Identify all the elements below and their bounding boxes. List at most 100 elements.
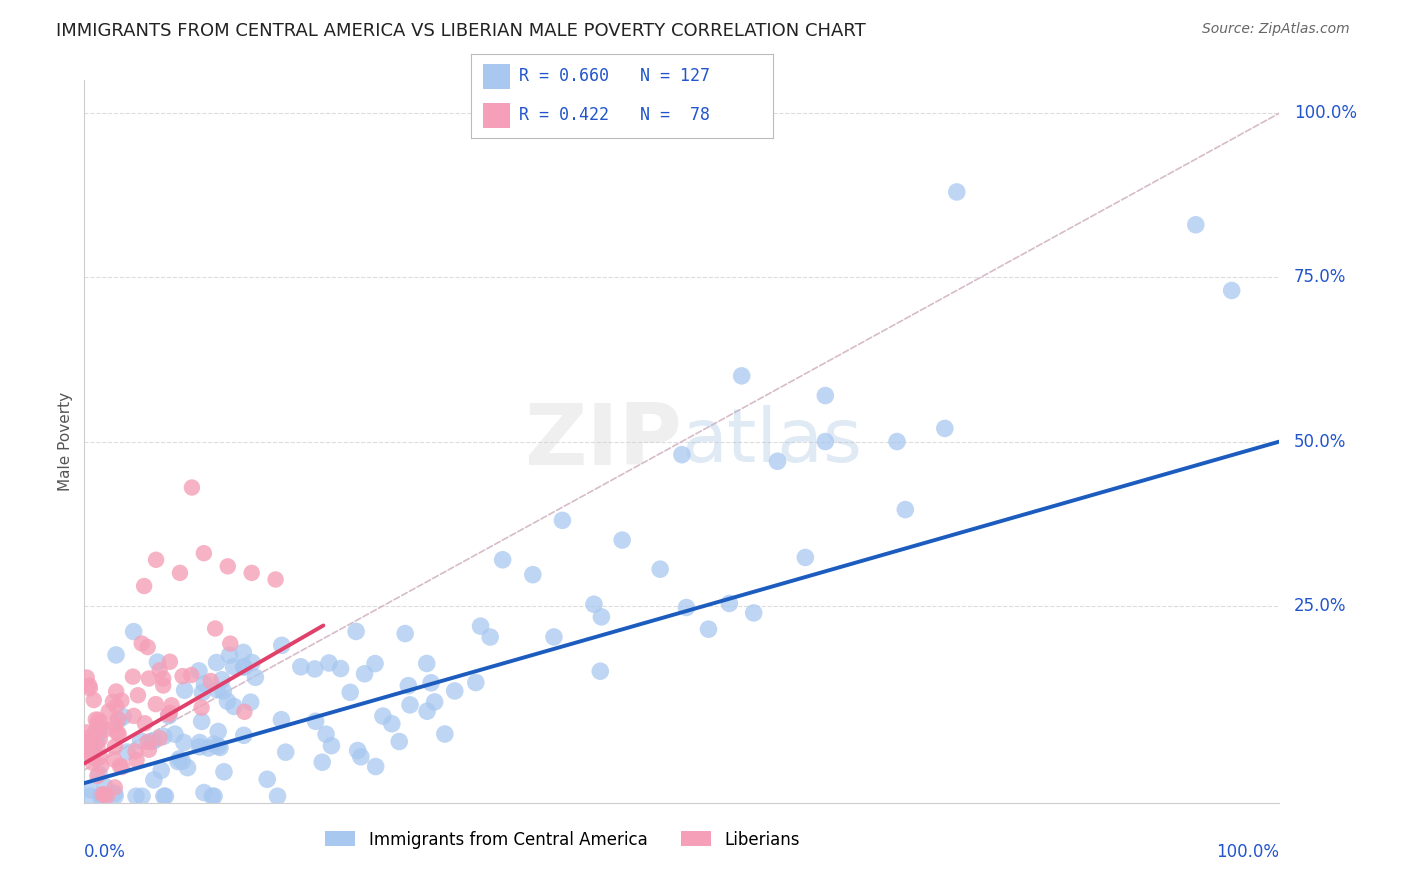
Point <box>131 636 153 650</box>
Point <box>886 434 908 449</box>
Point <box>153 789 176 804</box>
Text: ZIP: ZIP <box>524 400 682 483</box>
Point <box>83 724 105 739</box>
Point <box>76 743 98 757</box>
Point <box>239 695 262 709</box>
Point <box>173 735 195 749</box>
Point <box>79 746 101 760</box>
Point <box>1220 284 1243 298</box>
Point <box>82 750 104 764</box>
Point <box>110 693 132 707</box>
Text: R = 0.660: R = 0.660 <box>519 68 609 86</box>
Point <box>101 695 124 709</box>
Point <box>80 731 103 746</box>
Text: N = 127: N = 127 <box>640 68 710 86</box>
Text: R = 0.422: R = 0.422 <box>519 106 609 124</box>
Point <box>371 709 394 723</box>
Point <box>589 664 612 678</box>
Point <box>233 659 256 673</box>
Point <box>742 606 765 620</box>
Point <box>172 669 194 683</box>
Point <box>479 630 502 644</box>
Point <box>551 513 574 527</box>
Point <box>169 752 191 766</box>
Point <box>157 708 180 723</box>
Point <box>122 624 145 639</box>
Point <box>87 767 110 781</box>
Point <box>399 698 422 712</box>
Point <box>612 533 634 547</box>
Point <box>136 640 159 654</box>
Point <box>142 772 165 787</box>
Point <box>104 717 127 731</box>
Point <box>152 672 174 686</box>
Point <box>766 454 789 468</box>
Point <box>212 764 235 779</box>
Point <box>89 725 111 739</box>
Point <box>222 699 245 714</box>
Point <box>105 648 128 662</box>
Point <box>86 740 108 755</box>
Point <box>107 712 129 726</box>
Point <box>416 704 439 718</box>
Point <box>346 743 368 757</box>
Point <box>394 626 416 640</box>
Point <box>90 758 112 772</box>
Point <box>204 622 226 636</box>
FancyBboxPatch shape <box>484 103 510 128</box>
Point <box>240 566 263 580</box>
Point <box>304 662 326 676</box>
Point <box>87 713 110 727</box>
Point <box>124 744 146 758</box>
Point <box>111 760 134 774</box>
Point <box>134 716 156 731</box>
Text: 100.0%: 100.0% <box>1216 843 1279 861</box>
Point <box>522 567 544 582</box>
Point <box>388 734 411 748</box>
Point <box>364 657 387 671</box>
Point <box>191 685 214 699</box>
Point <box>86 769 108 783</box>
Point <box>136 735 159 749</box>
Point <box>104 786 127 800</box>
Point <box>112 709 135 723</box>
Point <box>217 559 239 574</box>
Point <box>270 713 292 727</box>
Point <box>76 671 98 685</box>
Point <box>256 772 278 787</box>
Point <box>125 753 148 767</box>
Point <box>217 694 239 708</box>
Point <box>232 645 254 659</box>
Point <box>152 679 174 693</box>
Point <box>105 726 128 740</box>
Point <box>181 481 204 495</box>
Point <box>188 664 211 678</box>
Point <box>232 728 254 742</box>
Point <box>79 746 101 760</box>
Point <box>115 745 138 759</box>
Point <box>132 579 156 593</box>
Point <box>97 705 120 719</box>
Point <box>671 448 693 462</box>
Point <box>315 727 337 741</box>
Text: 25.0%: 25.0% <box>1294 597 1347 615</box>
Point <box>197 741 219 756</box>
Point <box>131 789 153 804</box>
Point <box>76 725 98 739</box>
Point <box>129 734 152 748</box>
Point <box>433 727 456 741</box>
Point <box>104 780 127 795</box>
Point <box>290 660 312 674</box>
Point <box>1185 218 1208 232</box>
Point <box>94 723 117 737</box>
Point <box>245 670 267 684</box>
Point <box>138 672 160 686</box>
Point <box>591 610 613 624</box>
Point <box>443 684 465 698</box>
Point <box>233 705 256 719</box>
Point <box>173 683 195 698</box>
Point <box>89 720 111 734</box>
Point <box>79 782 101 797</box>
Point <box>150 764 173 778</box>
Point <box>353 666 375 681</box>
